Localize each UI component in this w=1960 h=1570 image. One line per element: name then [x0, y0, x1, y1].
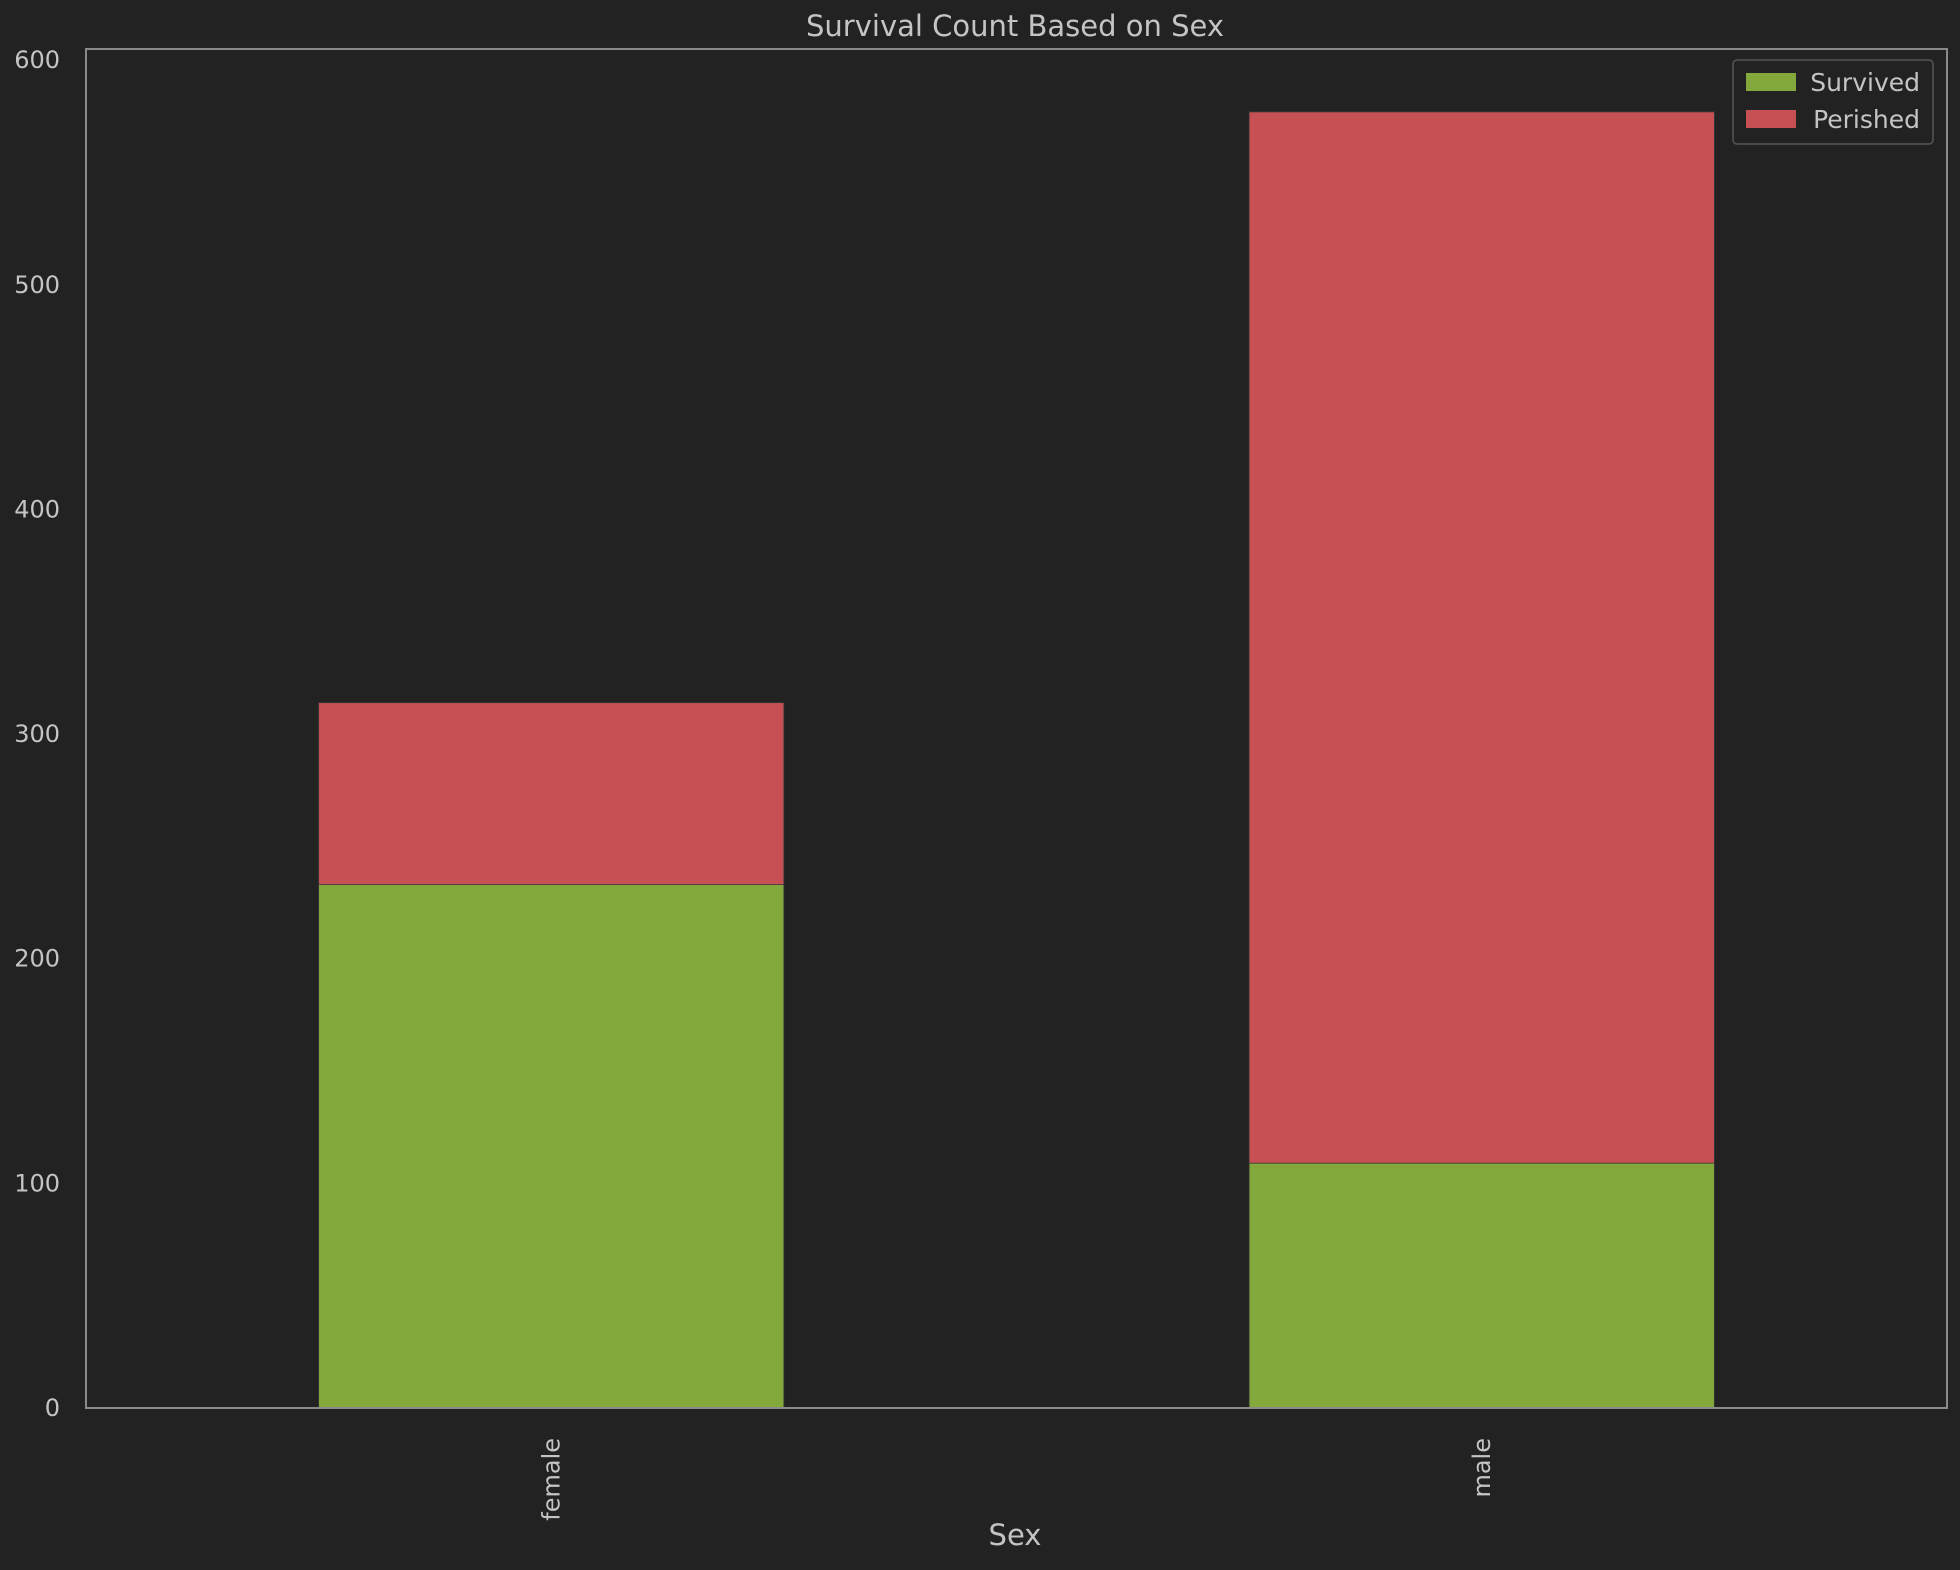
- bar-perished-female: [318, 702, 785, 886]
- axes-frame: [85, 48, 1948, 1409]
- chart-title: Survival Count Based on Sex: [806, 9, 1224, 43]
- y-tick-label: 200: [14, 945, 60, 973]
- legend-label-survived: Survived: [1810, 68, 1920, 97]
- bar-survived-male: [1248, 1162, 1715, 1409]
- legend-swatch-perished: [1746, 110, 1796, 128]
- x-axis-label: Sex: [989, 1518, 1042, 1552]
- bars-group: [318, 111, 1715, 1409]
- bar-perished-male: [1248, 111, 1715, 1164]
- y-tick-label: 500: [14, 271, 60, 299]
- bar-survived-female: [318, 884, 785, 1409]
- x-tick-label-female: female: [537, 1438, 565, 1521]
- y-tick-label: 300: [14, 720, 60, 748]
- legend-items: Survived Perished: [1746, 68, 1920, 134]
- y-tick-label: 0: [45, 1394, 60, 1422]
- legend-swatch-survived: [1746, 73, 1796, 91]
- legend-label-perished: Perished: [1813, 105, 1920, 134]
- y-tick-label: 400: [14, 495, 60, 523]
- legend: Survived Perished: [1732, 59, 1934, 145]
- y-tick-label: 600: [14, 46, 60, 74]
- y-tick-label: 100: [14, 1169, 60, 1197]
- x-tick-label-male: male: [1468, 1438, 1496, 1498]
- x-axis-ticks: female male: [537, 1438, 1496, 1521]
- y-axis-ticks: 0 100 200 300 400 500 600: [14, 46, 60, 1422]
